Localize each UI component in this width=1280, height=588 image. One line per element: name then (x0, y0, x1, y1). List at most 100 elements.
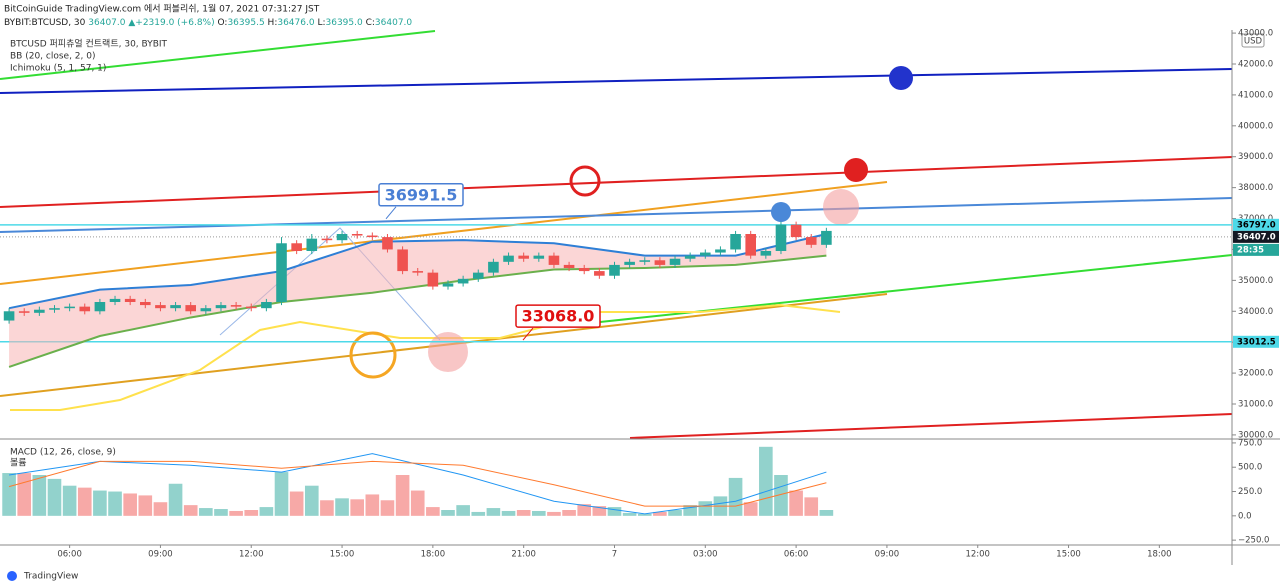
o-label: O: (217, 18, 227, 28)
candle-body (594, 271, 605, 276)
volume-bar (365, 494, 380, 516)
volume-bar (728, 477, 743, 516)
candle-body (715, 249, 726, 253)
volume-bar (789, 490, 803, 516)
price-tag (1233, 218, 1279, 231)
arrow: ▲ (128, 18, 135, 28)
volume-bar (153, 502, 168, 516)
candle-body (34, 309, 45, 313)
volume-bar (698, 501, 713, 516)
band-fill (9, 234, 827, 367)
candle-body (18, 311, 30, 313)
annotation-label: 36991.5 (385, 185, 458, 204)
volume-bar (289, 491, 304, 516)
price-tag (1233, 335, 1279, 348)
candle-body (760, 251, 772, 256)
volume-bar (123, 493, 137, 516)
brand-logo (7, 571, 17, 581)
bb-basis (8, 254, 827, 368)
candle-body (397, 249, 408, 272)
volume-bar (183, 505, 198, 516)
annotation-box (378, 183, 464, 207)
volume-bar (622, 512, 637, 516)
candle-body (805, 237, 817, 245)
x-tick-label: 06:00 (784, 550, 809, 560)
x-tick-label: 06:00 (57, 550, 82, 560)
candle-body (775, 224, 787, 251)
volume-bar (47, 478, 62, 516)
volume-bar (199, 508, 213, 516)
candle-body (321, 238, 333, 241)
currency: USD (1244, 37, 1263, 47)
y-tick-label: 31000.0 (1238, 400, 1273, 410)
symbol: BYBIT:BTCUSD, 30 (4, 18, 86, 28)
volume-bar (577, 504, 592, 516)
trend-line (629, 413, 1233, 439)
y-tick-label: 38000.0 (1238, 183, 1273, 193)
volume-bar (471, 511, 486, 516)
volume-bar (637, 513, 652, 516)
volume-bar (62, 485, 77, 516)
volume-bar (274, 472, 289, 516)
macd-line (9, 453, 827, 515)
candle-body (624, 261, 635, 265)
y-tick-label: 34000.0 (1238, 307, 1273, 317)
candle-body (124, 298, 136, 302)
candle-body (230, 305, 242, 307)
candle-body (639, 260, 651, 262)
volume-bar (562, 510, 576, 516)
candle-body (382, 237, 393, 250)
x-tick-label: 21:00 (511, 550, 536, 560)
candle-body (261, 302, 272, 309)
h-value: 36476.0 (277, 18, 314, 28)
volume-bar (456, 505, 470, 516)
volume-bar (501, 510, 516, 516)
volume-bar (516, 510, 531, 516)
candle-body (3, 311, 15, 321)
volume-bar (2, 473, 16, 516)
price-tag (1233, 230, 1279, 243)
x-tick-label: 09:00 (875, 550, 900, 560)
trend-line (0, 197, 1233, 233)
volume-bar (380, 500, 395, 516)
candle-body (200, 308, 212, 312)
annotation-pointer (522, 327, 534, 341)
candle-body (49, 308, 60, 310)
volume-bar (683, 505, 697, 516)
x-tick-label: 03:00 (693, 550, 718, 560)
volume-bar (532, 510, 546, 516)
signal-line (8, 460, 827, 507)
candle-body (215, 305, 227, 309)
candle-body (700, 252, 711, 256)
x-tick-label: 18:00 (1147, 550, 1172, 560)
volume-bar (547, 511, 561, 516)
candle-body (170, 305, 181, 309)
macd-y-tick-label: 500.0 (1238, 463, 1262, 473)
emoji (569, 165, 601, 197)
legend-item: BTCUSD 퍼피츄얼 컨트랙트, 30, BYBIT (10, 39, 168, 50)
volume-bar (138, 495, 153, 516)
volume-bar (426, 507, 440, 516)
volume-bar (214, 509, 228, 516)
volume-bar (759, 446, 773, 516)
volume-bar (592, 506, 607, 516)
h-label: H: (268, 18, 278, 28)
volume-bar (93, 490, 107, 516)
x-tick-label: 15:00 (330, 550, 355, 560)
candle-body (351, 234, 363, 236)
candle-body (427, 272, 439, 287)
legend-item: Ichimoku (5, 1, 57, 1) (10, 64, 106, 74)
countdown-tag (1233, 243, 1279, 256)
volume-bar (32, 475, 47, 516)
candle-body (291, 243, 302, 251)
y-tick-label: 42000.0 (1238, 60, 1273, 70)
annotation-box (515, 304, 601, 328)
volume-bar (350, 499, 364, 516)
candle-body (185, 305, 196, 312)
x-tick-label: 12:00 (965, 550, 990, 560)
icon (889, 66, 913, 90)
y-tick-label: 41000.0 (1238, 90, 1273, 100)
volume-bar (259, 507, 274, 516)
volume-bar (410, 490, 425, 516)
